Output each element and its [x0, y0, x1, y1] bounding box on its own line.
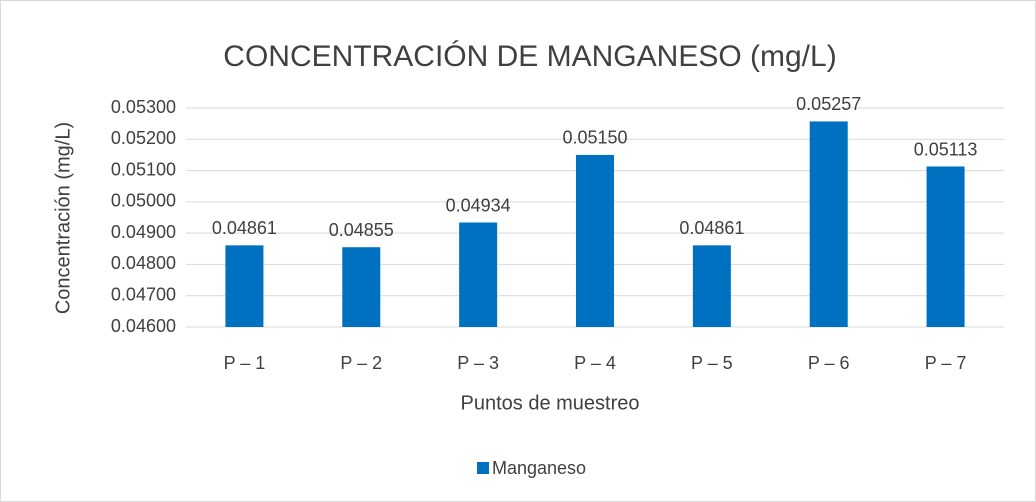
y-tick-label: 0.04800	[111, 253, 176, 273]
data-label: 0.05150	[562, 128, 627, 148]
data-label: 0.04855	[329, 220, 394, 240]
y-tick-label: 0.05200	[111, 128, 176, 148]
data-label: 0.04934	[446, 195, 511, 215]
x-tick-label: P – 5	[691, 353, 733, 373]
x-tick-label: P – 2	[340, 353, 382, 373]
data-label: 0.05257	[796, 94, 861, 114]
x-tick-label: P – 4	[574, 353, 616, 373]
y-tick-label: 0.05000	[111, 191, 176, 211]
chart-title: CONCENTRACIÓN DE MANGANESO (mg/L)	[223, 40, 836, 73]
bar	[225, 245, 264, 327]
legend-label: Manganeso	[492, 458, 586, 478]
y-tick-label: 0.04900	[111, 222, 176, 242]
bar	[459, 222, 498, 327]
bar	[576, 154, 614, 327]
x-axis-title: Puntos de muestreo	[461, 392, 640, 414]
y-tick-label: 0.05100	[111, 159, 176, 179]
x-tick-label: P – 6	[808, 353, 850, 373]
data-label: 0.05113	[914, 139, 978, 159]
y-axis-title: Concentración (mg/L)	[52, 122, 74, 314]
x-tick-label: P – 7	[925, 353, 967, 373]
bar	[926, 166, 965, 327]
y-tick-label: 0.04700	[111, 284, 176, 304]
x-tick-label: P – 1	[224, 353, 266, 373]
data-label: 0.04861	[212, 218, 277, 238]
data-label: 0.04861	[679, 218, 744, 238]
bar	[342, 247, 381, 327]
y-tick-label: 0.04600	[111, 316, 176, 336]
bar	[809, 121, 848, 328]
y-tick-label: 0.05300	[111, 97, 176, 117]
bar	[692, 245, 731, 327]
x-tick-label: P – 3	[457, 353, 499, 373]
legend-swatch	[477, 462, 489, 474]
